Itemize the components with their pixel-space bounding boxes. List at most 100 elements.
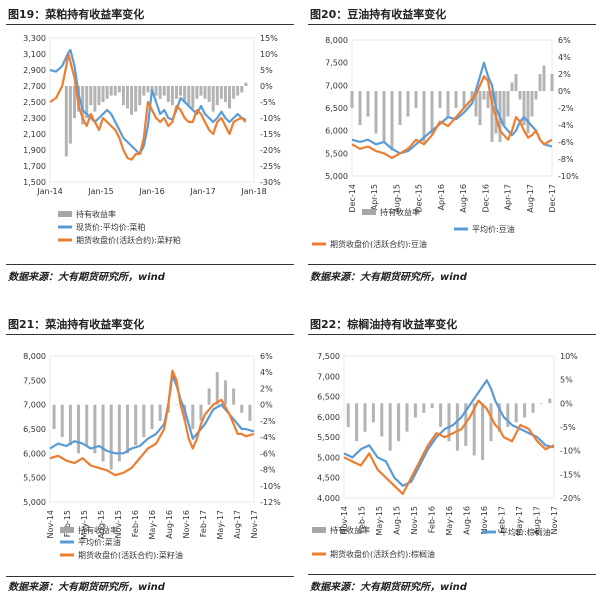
- return-bar: [126, 86, 130, 109]
- return-bar: [77, 404, 81, 454]
- return-bar: [538, 74, 542, 91]
- series-line: [49, 52, 247, 161]
- y-right-tick-label: 4%: [260, 368, 273, 377]
- x-tick-label: Aug-15: [97, 510, 106, 539]
- y-right-tick-label: -20%: [560, 494, 581, 503]
- y-left-tick-label: 5,500: [23, 474, 46, 483]
- y-right-tick-label: -25%: [260, 162, 281, 171]
- return-bar: [117, 86, 121, 93]
- y-right-tick-label: 0%: [260, 82, 273, 91]
- return-bar: [514, 403, 518, 423]
- x-tick-label: May-15: [80, 510, 89, 539]
- x-tick-label: Nov-14: [340, 506, 349, 534]
- x-tick-label: May-16: [445, 506, 454, 535]
- return-bar: [240, 404, 244, 413]
- x-tick-label: Jan-16: [138, 187, 164, 196]
- y-right-tick-label: 6%: [558, 36, 571, 45]
- chart-svg: 4,000 4,500 5,000 5,500 6,000 6,500 7,000 7,500…: [312, 352, 581, 559]
- y-right-tick-label: -4%: [558, 121, 574, 130]
- legend-label: 平均价:豆油: [472, 224, 515, 234]
- chart-svg: 5,000 5,500 6,000 6,500 7,000 7,500 8,000 -10% -…: [312, 36, 579, 249]
- return-bar: [85, 404, 89, 446]
- y-left-tick-label: 4,500: [317, 474, 340, 483]
- return-bar: [422, 403, 426, 413]
- return-bar: [93, 404, 97, 454]
- x-tick-label: May-17: [216, 510, 225, 539]
- return-bar: [64, 86, 68, 157]
- return-bar: [422, 91, 426, 142]
- y-left-tick-label: 5,000: [23, 498, 46, 507]
- y-left-tick-label: 7,500: [23, 376, 46, 385]
- return-bar: [548, 398, 552, 404]
- x-tick-label: Aug-15: [393, 506, 402, 535]
- x-tick-label: Jan-14: [36, 187, 62, 196]
- y-right-tick-label: 15%: [260, 34, 278, 43]
- y-right-tick-label: -2%: [558, 104, 574, 113]
- x-tick-label: Nov-17: [250, 510, 259, 538]
- return-bar: [530, 91, 534, 117]
- return-bar: [166, 86, 170, 102]
- return-bar: [60, 404, 64, 438]
- title-rule: [6, 24, 294, 25]
- return-bar: [382, 91, 386, 142]
- y-right-tick-label: -10%: [560, 447, 581, 456]
- legend-label: 现货价:平均价:菜粕: [76, 222, 145, 232]
- return-bar: [366, 91, 370, 117]
- y-left-tick-label: 6,000: [23, 449, 46, 458]
- return-bar: [506, 91, 510, 117]
- source-rule: [6, 264, 294, 265]
- return-bar: [248, 404, 252, 421]
- y-right-tick-label: -20%: [260, 146, 281, 155]
- y-right-tick-label: -5%: [560, 423, 576, 432]
- x-tick-label: Feb-15: [358, 506, 367, 533]
- plot-area: [49, 37, 255, 183]
- y-right-tick-label: -6%: [558, 138, 574, 147]
- y-right-tick-label: 4%: [558, 53, 571, 62]
- source-rule: [308, 264, 596, 265]
- return-bar: [526, 91, 530, 134]
- return-bar: [438, 91, 442, 108]
- return-bar: [514, 74, 518, 91]
- y-right-tick-label: -15%: [560, 470, 581, 479]
- legend-label: 期货收盘价(活跃合约):菜籽油: [78, 550, 183, 560]
- return-bar: [518, 91, 522, 100]
- return-bar: [534, 91, 538, 100]
- y-left-tick-label: 6,000: [317, 413, 340, 422]
- return-bar: [406, 91, 410, 117]
- return-bar: [97, 86, 101, 106]
- return-bar: [454, 91, 458, 108]
- return-bar: [179, 86, 183, 96]
- y-left-tick-label: 2,500: [23, 98, 46, 107]
- title-rule: [308, 24, 596, 25]
- return-bar: [130, 86, 134, 115]
- y-right-tick-label: -8%: [558, 155, 574, 164]
- return-bar: [363, 403, 367, 432]
- return-bar: [101, 404, 105, 462]
- plot-area: [49, 355, 255, 503]
- return-bar: [109, 86, 113, 96]
- return-bar: [455, 403, 459, 451]
- y-left-tick-label: 6,000: [325, 127, 348, 136]
- y-left-tick-label: 3,300: [23, 34, 46, 43]
- title-rule: [6, 334, 294, 335]
- return-bar: [203, 86, 207, 99]
- y-left-tick-label: 1,500: [23, 178, 46, 187]
- y-left-tick-label: 3,100: [23, 50, 46, 59]
- return-bar: [223, 380, 227, 405]
- return-bar: [346, 403, 350, 427]
- return-bar: [398, 91, 402, 125]
- panel-2: 图20：豆油持有收益率变化 5,000 5,500 6,000 6,500 7,000 7…: [304, 2, 600, 298]
- return-bar: [121, 86, 125, 106]
- return-bar: [215, 372, 219, 405]
- return-bar: [199, 86, 203, 96]
- return-bar: [462, 91, 466, 108]
- x-tick-label: Aug-16: [459, 184, 468, 213]
- y-left-tick-label: 6,500: [317, 393, 340, 402]
- return-bar: [490, 91, 494, 142]
- x-tick-label: Dec-15: [415, 184, 424, 213]
- x-tick-label: Dec-14: [348, 184, 357, 213]
- y-left-tick-label: 2,900: [23, 66, 46, 75]
- y-left-tick-label: 7,500: [317, 352, 340, 361]
- return-bar: [472, 403, 476, 456]
- return-bar: [482, 91, 486, 100]
